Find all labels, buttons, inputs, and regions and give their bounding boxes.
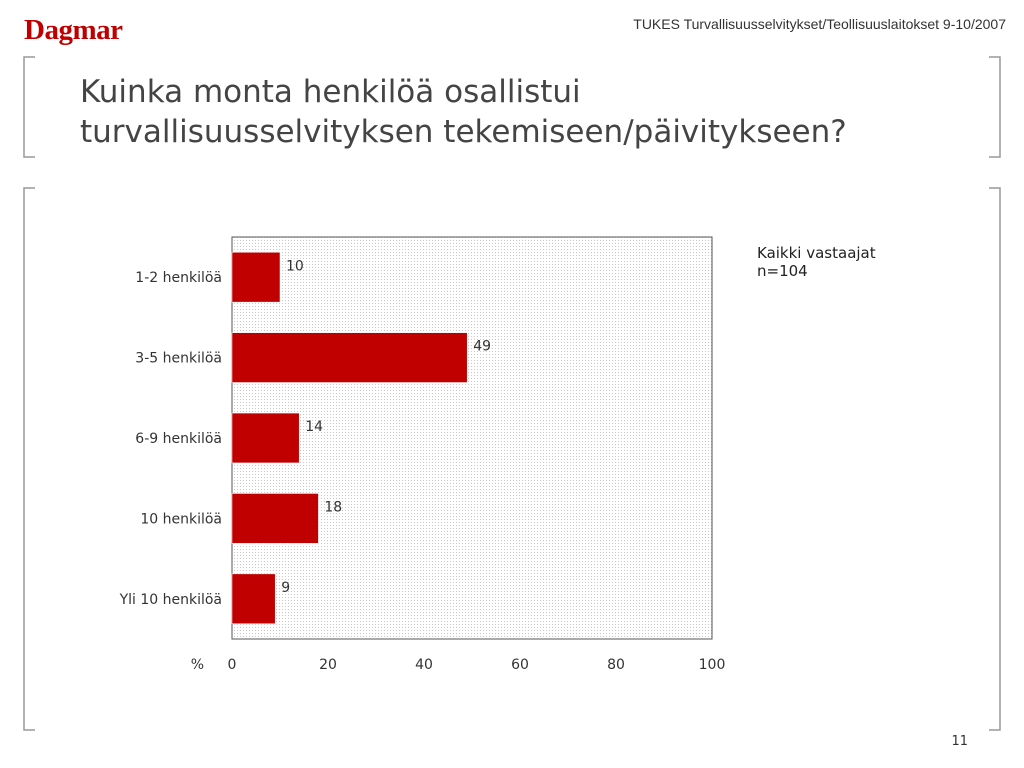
bar-1 bbox=[231, 252, 281, 303]
x-tick-label-40: 40 bbox=[415, 657, 433, 673]
data-label-4: 18 bbox=[324, 499, 342, 515]
category-label-5: Yli 10 henkilöä bbox=[119, 592, 222, 608]
category-label-1: 1-2 henkilöä bbox=[135, 270, 222, 286]
page-title: Kuinka monta henkilöä osallistui turvall… bbox=[80, 72, 980, 152]
category-label-2: 3-5 henkilöä bbox=[135, 351, 222, 367]
bar-2 bbox=[231, 332, 468, 383]
sample-note-line-1: Kaikki vastaajat bbox=[757, 244, 876, 262]
x-tick-label-100: 100 bbox=[699, 657, 726, 673]
frame-bracket-bottom-right bbox=[989, 187, 1001, 731]
report-subtitle: TUKES Turvallisuusselvitykset/Teollisuus… bbox=[633, 16, 1006, 32]
data-label-1: 10 bbox=[286, 258, 304, 274]
frame-bracket-top-left bbox=[23, 56, 35, 158]
x-tick-label-0: 0 bbox=[228, 657, 237, 673]
category-label-4: 10 henkilöä bbox=[140, 511, 222, 527]
bar-5 bbox=[231, 573, 276, 624]
plot-area bbox=[231, 236, 713, 640]
sample-note: Kaikki vastaajat n=104 bbox=[757, 244, 876, 280]
page-title-line-1: Kuinka monta henkilöä osallistui bbox=[80, 74, 581, 110]
page-number: 11 bbox=[951, 734, 968, 749]
frame-bracket-top-right bbox=[989, 56, 1001, 158]
frame-bracket-bottom-left bbox=[23, 187, 35, 731]
bar-4 bbox=[231, 493, 319, 544]
bar-3 bbox=[231, 412, 300, 464]
data-label-3: 14 bbox=[305, 419, 323, 435]
page-title-line-2: turvallisuusselvityksen tekemiseen/päivi… bbox=[80, 114, 847, 150]
data-label-2: 49 bbox=[473, 339, 491, 355]
x-tick-label-80: 80 bbox=[607, 657, 625, 673]
brand-logo: Dagmar bbox=[24, 14, 123, 46]
data-label-5: 9 bbox=[281, 580, 290, 596]
x-tick-label-20: 20 bbox=[319, 657, 337, 673]
x-axis-unit-label: % bbox=[191, 657, 204, 673]
category-label-3: 6-9 henkilöä bbox=[135, 431, 222, 447]
x-tick-label-60: 60 bbox=[511, 657, 529, 673]
sample-note-line-2: n=104 bbox=[757, 262, 808, 280]
